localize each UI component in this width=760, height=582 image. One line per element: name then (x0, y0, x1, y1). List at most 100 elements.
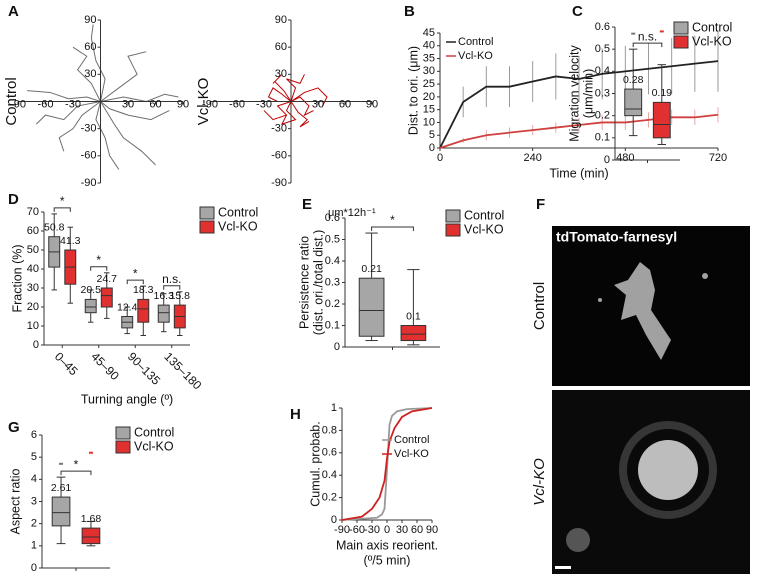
y-tick-label: 15 (423, 104, 435, 116)
y-tick-label: 0.8 (322, 424, 337, 436)
y-tick-label: 0.4 (595, 65, 610, 77)
y-tick-label: -90 (81, 177, 97, 189)
x-tick-label: 135–180 (161, 349, 204, 392)
x-tick-label: 90 (177, 98, 189, 110)
y-tick-label: 90 (84, 14, 96, 26)
x-tick-label: 720 (709, 152, 727, 164)
mean-label: 0.1 (406, 310, 421, 322)
mean-label: 16.3 (154, 290, 175, 302)
significance-label: * (390, 213, 395, 227)
stain-label: tdTomato-farnesyl (556, 229, 677, 245)
significance-bracket (371, 226, 414, 232)
panel-letter: D (8, 191, 19, 208)
box (137, 298, 150, 323)
legend-swatch (445, 209, 461, 223)
row-label: Vcl-KO (531, 458, 548, 506)
y-tick-label: 60 (84, 41, 96, 53)
box (652, 101, 671, 139)
legend-label: Vcl-KO (458, 50, 493, 62)
y-tick-label: -30 (271, 123, 287, 135)
y-tick-label: 3 (31, 495, 37, 507)
box (51, 496, 71, 527)
track (100, 93, 179, 103)
significance-bracket (60, 470, 92, 476)
track (286, 74, 305, 102)
x-tick-label: 90 (366, 98, 378, 110)
significance-label: * (60, 194, 65, 208)
y-axis-label: Persistence ratio (297, 236, 311, 329)
legend-label: Vcl-KO (218, 219, 258, 233)
panel-letter: E (302, 196, 312, 213)
mean-label: 15.8 (170, 290, 191, 302)
track (72, 46, 101, 102)
x-tick-label: 90 (426, 524, 438, 536)
x-tick-label: 480 (616, 152, 634, 164)
track (100, 101, 156, 166)
box (400, 325, 427, 342)
y-tick-label: 40 (423, 40, 435, 52)
y-tick-label: 0.3 (595, 87, 610, 99)
x-axis-label: Main axis reorient. (336, 538, 438, 552)
y-tick-label: 90 (275, 14, 287, 26)
mean-label: 0.19 (652, 87, 673, 99)
y-tick-label: 30 (84, 68, 96, 80)
y-tick-label: 0 (31, 562, 37, 574)
panel-letter: G (8, 419, 20, 436)
x-tick-label: -30 (256, 98, 272, 110)
y-tick-label: 2 (31, 518, 37, 530)
legend-label: Control (458, 36, 493, 48)
y-axis-label: Migration velocity (567, 44, 581, 141)
y-tick-label: 0.5 (325, 233, 340, 245)
box (157, 304, 170, 323)
y-tick-label: 0 (33, 339, 39, 351)
panel-letter: A (8, 3, 19, 20)
scale-bar (555, 566, 571, 569)
legend-swatch (199, 220, 215, 234)
significance-bracket (53, 207, 71, 212)
x-tick-label: 60 (149, 98, 161, 110)
y-tick-label: 0.2 (595, 110, 610, 122)
x-tick-label: 240 (523, 152, 541, 164)
y-tick-label: 0.2 (322, 492, 337, 504)
y-tick-label: 60 (27, 225, 39, 237)
line (341, 407, 433, 521)
y-axis-label: Fraction (%) (10, 244, 24, 312)
track (90, 24, 106, 102)
significance-bracket (632, 42, 663, 48)
y-tick-label: 30 (275, 68, 287, 80)
y-tick-label: 0.6 (595, 21, 610, 33)
y-tick-label: 5 (31, 451, 37, 463)
x-axis-label: (º/5 min) (364, 553, 411, 567)
y-tick-label: 30 (27, 282, 39, 294)
cell-control (598, 262, 708, 360)
legend-swatch (199, 206, 215, 220)
x-tick-label: -60 (38, 98, 54, 110)
legend-swatch (445, 223, 461, 237)
line (439, 60, 719, 149)
x-tick-label: 30 (396, 524, 408, 536)
y-tick-label: 1 (31, 540, 37, 552)
y-tick-label: 0 (429, 142, 435, 154)
y-tick-label: 0 (334, 341, 340, 353)
y-tick-label: 0.3 (325, 276, 340, 288)
track (35, 101, 101, 125)
x-tick-label: 30 (122, 98, 134, 110)
legend-label: Control (134, 425, 174, 439)
mean-label: 0.21 (361, 263, 382, 275)
legend-label: Vcl-KO (692, 34, 732, 48)
significance-label: * (74, 457, 79, 471)
cell-ko (566, 421, 717, 552)
mean-label: 50.8 (44, 221, 65, 233)
y-tick-label: 0.1 (325, 319, 340, 331)
y-tick-label: 0.4 (322, 469, 337, 481)
cell-shape (614, 262, 671, 360)
mean-label: 2.61 (51, 482, 72, 494)
y-tick-label: 0.6 (325, 212, 340, 224)
cell-shape (638, 440, 698, 500)
x-tick-label: -90 (202, 98, 218, 110)
mean-label: 41.3 (60, 235, 81, 247)
cell-shape (566, 528, 590, 552)
y-tick-label: 0.1 (595, 132, 610, 144)
